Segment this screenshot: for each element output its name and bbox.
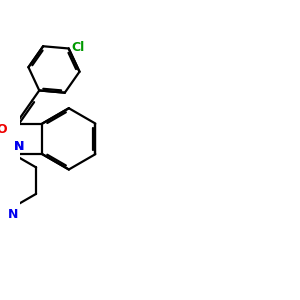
Text: N: N (14, 140, 24, 152)
Text: N: N (8, 208, 18, 221)
Circle shape (8, 148, 19, 160)
Text: O: O (0, 123, 7, 136)
Text: N: N (14, 140, 24, 152)
Circle shape (8, 148, 19, 160)
Text: Cl: Cl (71, 41, 84, 54)
